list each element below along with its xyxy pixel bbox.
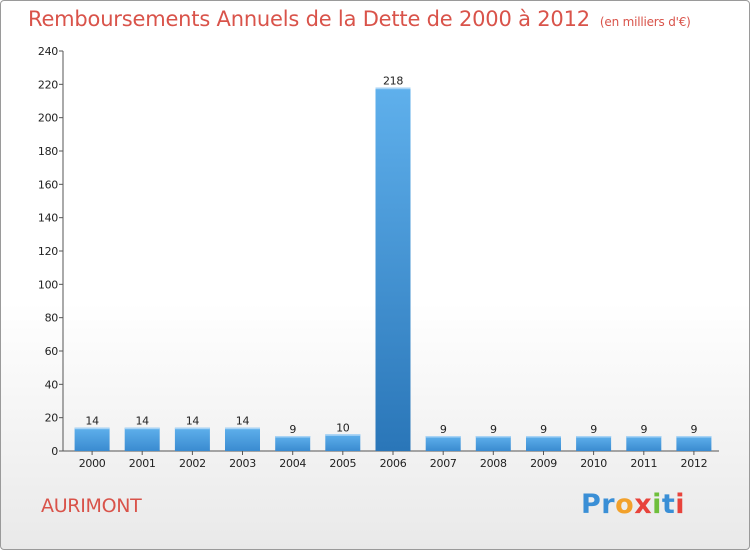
bar xyxy=(74,427,110,451)
bar-highlight xyxy=(174,427,210,430)
data-label: 9 xyxy=(691,423,698,436)
y-tick-label: 220 xyxy=(38,78,58,91)
data-label: 218 xyxy=(383,75,403,88)
bar xyxy=(526,436,561,451)
data-label: 14 xyxy=(85,415,99,428)
bar xyxy=(626,436,662,451)
logo-letter: i xyxy=(675,489,686,520)
x-tick-label: 2009 xyxy=(530,457,557,470)
x-tick-label: 2008 xyxy=(480,457,507,470)
y-tick-label: 100 xyxy=(38,278,58,291)
bar xyxy=(174,427,210,451)
x-tick-label: 2001 xyxy=(129,457,156,470)
y-tick-label: 80 xyxy=(45,312,59,325)
y-tick-label: 60 xyxy=(45,345,59,358)
bar xyxy=(576,436,612,451)
data-label: 14 xyxy=(135,415,149,428)
chart-subtitle: (en milliers d'€) xyxy=(599,15,691,29)
bar-highlight xyxy=(74,427,110,430)
y-tick-label: 20 xyxy=(45,412,59,425)
bar xyxy=(475,436,511,451)
x-tick-label: 2004 xyxy=(279,457,306,470)
bar-highlight xyxy=(325,434,361,436)
proxiti-logo: Proxiti xyxy=(581,489,685,520)
y-tick-label: 140 xyxy=(38,212,58,225)
bar-highlight xyxy=(475,436,511,438)
bar xyxy=(676,436,712,451)
x-tick-label: 2003 xyxy=(229,457,256,470)
bar-highlight xyxy=(626,436,662,438)
bar-highlight xyxy=(425,436,461,438)
bar xyxy=(124,427,160,451)
bar xyxy=(425,436,461,451)
bar xyxy=(325,434,361,451)
x-tick-label: 2011 xyxy=(630,457,657,470)
y-tick-label: 120 xyxy=(38,245,58,258)
bar-highlight xyxy=(225,427,260,430)
chart-title-text: Remboursements Annuels de la Dette de 20… xyxy=(28,7,590,31)
bar xyxy=(275,436,311,451)
chart-title: Remboursements Annuels de la Dette de 20… xyxy=(28,7,691,31)
data-label: 9 xyxy=(440,423,447,436)
logo-letter: t xyxy=(661,489,676,520)
chart-bars xyxy=(74,87,712,451)
bar-highlight xyxy=(275,436,311,438)
y-tick-label: 200 xyxy=(38,112,58,125)
data-label: 14 xyxy=(236,415,250,428)
x-tick-label: 2010 xyxy=(580,457,607,470)
bar-highlight xyxy=(124,427,160,430)
bar-highlight xyxy=(526,436,561,438)
x-tick-label: 2000 xyxy=(79,457,106,470)
data-label: 9 xyxy=(540,423,547,436)
y-tick-label: 0 xyxy=(51,445,58,458)
y-tick-label: 240 xyxy=(38,45,58,58)
commune-name: AURIMONT xyxy=(41,495,142,517)
bar xyxy=(375,87,411,451)
bar xyxy=(225,427,260,451)
bar-highlight xyxy=(576,436,612,438)
logo-letter: x xyxy=(634,489,653,520)
logo-letter: o xyxy=(615,489,635,520)
bar-highlight xyxy=(375,87,411,90)
y-tick-label: 160 xyxy=(38,178,58,191)
data-label: 9 xyxy=(590,423,597,436)
chart-labels: 0 20 40 60 80 100 120 140 160 180 200 220 240 14 2000 1… xyxy=(38,45,708,470)
logo-letter: P xyxy=(581,489,602,520)
data-label: 9 xyxy=(289,423,296,436)
data-label: 10 xyxy=(336,421,350,434)
y-tick-label: 180 xyxy=(38,145,58,158)
x-tick-label: 2012 xyxy=(681,457,708,470)
y-tick-label: 40 xyxy=(45,378,59,391)
x-tick-label: 2006 xyxy=(380,457,407,470)
x-tick-label: 2005 xyxy=(329,457,356,470)
x-tick-label: 2002 xyxy=(179,457,206,470)
data-label: 9 xyxy=(490,423,497,436)
data-label: 14 xyxy=(186,415,200,428)
logo-letter: i xyxy=(652,489,662,520)
logo-letter: r xyxy=(601,489,616,520)
bar-highlight xyxy=(676,436,712,438)
x-tick-label: 2007 xyxy=(430,457,457,470)
data-label: 9 xyxy=(640,423,647,436)
